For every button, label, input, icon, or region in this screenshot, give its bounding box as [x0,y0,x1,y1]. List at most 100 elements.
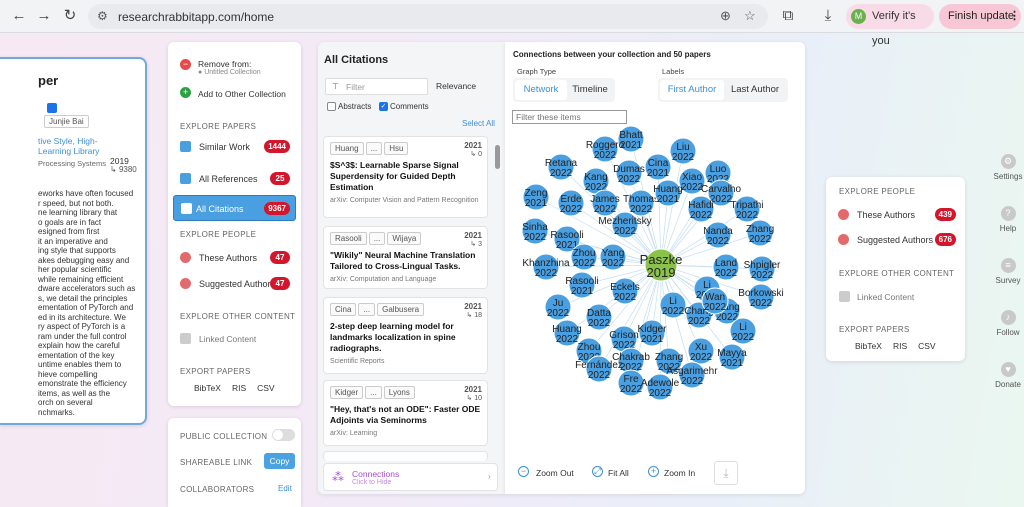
people-export-option[interactable]: BibTeX [855,341,882,351]
author-chip[interactable]: ... [358,303,376,316]
author-chip[interactable]: Rasooli [330,232,367,245]
last-author-tab[interactable]: Last Author [730,84,780,95]
graph-node-circle[interactable] [544,293,572,321]
paper-subtitle[interactable]: tive Style, High- Learning Library [38,136,99,156]
citation-card[interactable]: Cina... Galbusera 2021 ↳ 18 2-step deep lear… [323,297,488,374]
public-collection-toggle[interactable] [272,429,295,441]
people-linked-content-link[interactable]: Linked Content [857,292,915,302]
citation-card[interactable]: Rasooli... Wijaya 2021 ↳ 3 "Wikily" Neural M… [323,226,488,289]
zoom-in-icon[interactable]: + [648,466,659,477]
export-option[interactable]: BibTeX [194,383,221,393]
card-title[interactable]: "Wikily" Neural Machine Translation Tail… [330,250,476,271]
graph-node-circle[interactable] [669,137,697,165]
remove-label[interactable]: Remove from: [198,59,252,69]
right-sidebar-item[interactable]: ⚙ Settings [988,154,1024,181]
comments-checkbox[interactable]: ✓ [379,102,388,111]
remove-icon[interactable]: − [180,59,191,70]
graph-node-circle[interactable] [644,153,672,181]
select-checkbox[interactable] [47,103,57,113]
zoom-in-button[interactable]: Zoom In [664,468,696,478]
author-chip[interactable]: Galbusera [377,303,425,316]
author-chip[interactable]: Kidger [330,386,364,399]
explore-paper-item[interactable]: Similar Work 1444 [176,140,294,154]
author-chip[interactable]: Junjie Bai [44,115,89,128]
author-chip[interactable]: Cina [330,303,357,316]
explore-people-item[interactable]: These Authors 47 [176,251,294,265]
people-export-option[interactable]: RIS [892,341,908,351]
right-sidebar-item[interactable]: ♪ Follow [988,310,1024,337]
right-sidebar-item[interactable]: ≡ Survey [988,258,1024,285]
graph-node-circle[interactable] [568,271,596,299]
sort-dropdown[interactable]: Relevance [436,81,477,91]
card-title[interactable]: "Hey, that's not an ODE": Faster ODE Adj… [330,404,481,425]
url-text[interactable]: researchrabbitapp.com/home [118,10,275,24]
graph-node-circle[interactable] [627,189,655,217]
explore-people-item[interactable]: Suggested Authors 47 [176,277,294,291]
graph-node-circle[interactable] [617,369,645,397]
graph-node-circle[interactable] [644,248,678,282]
graph-node-circle[interactable] [599,243,627,271]
right-sidebar-item[interactable]: ? Help [988,206,1024,233]
forward-icon[interactable]: → [36,7,52,24]
author-chip[interactable]: Wijaya [387,232,422,245]
citation-card[interactable]: Kidger... Lyons 2021 ↳ 10 "Hey, that's not a… [323,380,488,446]
zoom-out-icon[interactable]: − [518,466,529,477]
graph-node-circle[interactable] [678,361,706,389]
graph-node-circle[interactable] [729,317,757,345]
add-to-collection-button[interactable]: Add to Other Collection [198,89,286,99]
copy-link-button[interactable]: Copy [264,453,295,469]
graph-node-circle[interactable] [687,337,715,365]
graph-node-circle[interactable] [707,179,735,207]
author-chip[interactable]: ... [368,232,386,245]
graph-node-circle[interactable] [617,125,645,153]
linked-content-link[interactable]: Linked Content [199,334,257,344]
people-panel-item[interactable]: These Authors 439 [836,208,956,222]
fit-all-icon[interactable]: ⤢ [592,466,603,477]
right-sidebar-item[interactable]: ♥ Donate [988,362,1024,389]
graph-node-circle[interactable] [654,179,682,207]
fit-all-button[interactable]: Fit All [608,468,629,478]
download-graph-icon[interactable]: ⤓ [714,461,738,485]
graph-node-circle[interactable] [611,211,639,239]
edit-collaborators-link[interactable]: Edit [278,484,292,493]
people-export-option[interactable]: CSV [918,341,936,351]
graph-node-circle[interactable] [733,195,761,223]
abstracts-checkbox[interactable] [327,102,336,111]
first-author-tab[interactable]: First Author [660,80,724,100]
graph-node-circle[interactable] [687,195,715,223]
connections-toggle-button[interactable]: ⁂ Connections Click to Hide › [323,463,498,491]
author-chip[interactable]: Huang [330,142,364,155]
network-tab[interactable]: Network [515,80,567,100]
graph-node-circle[interactable] [585,355,613,383]
zoom-icon[interactable]: ⊕ [720,8,731,23]
graph-node-circle[interactable] [615,159,643,187]
timeline-tab[interactable]: Timeline [572,84,608,95]
